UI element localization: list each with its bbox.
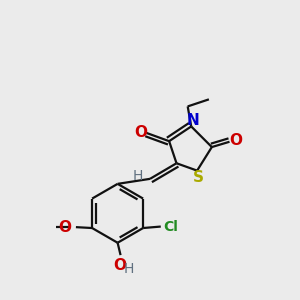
Text: H: H [133,169,143,183]
Text: H: H [124,262,134,276]
Text: N: N [186,113,199,128]
Text: O: O [58,220,71,235]
Text: Cl: Cl [164,220,178,234]
Text: S: S [193,169,204,184]
Text: O: O [229,134,242,148]
Text: O: O [113,258,126,273]
Text: O: O [135,124,148,140]
